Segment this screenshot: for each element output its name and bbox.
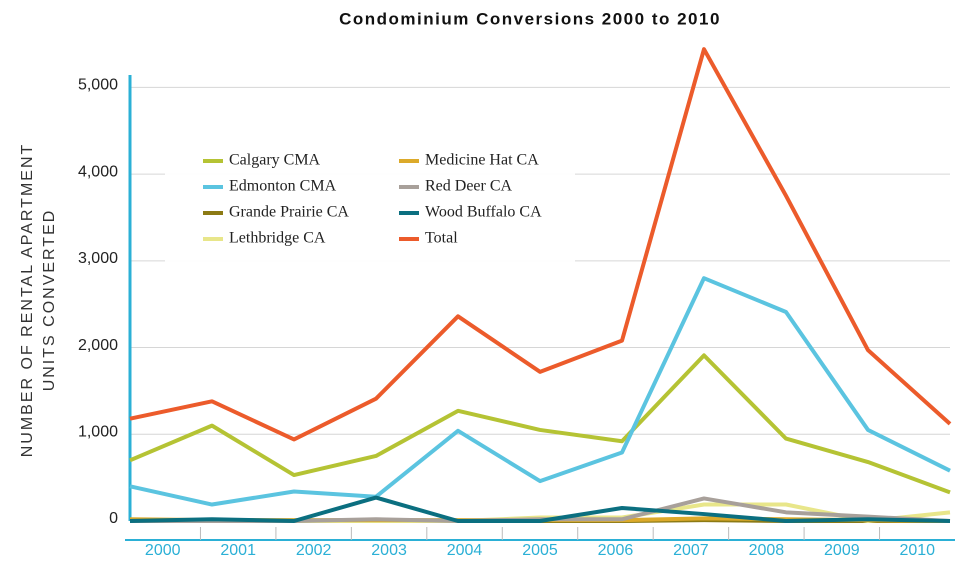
x-tick-label: 2003 [371, 542, 407, 559]
x-tick-label: 2000 [145, 542, 181, 559]
y-tick-label: 4,000 [78, 163, 118, 180]
x-tick-label: 2009 [824, 542, 860, 559]
x-tick-label: 2005 [522, 542, 558, 559]
series-line [129, 276, 951, 507]
y-axis-title: NUMBER OF RENTAL APARTMENT UNITS CONVERT… [19, 143, 58, 458]
chart-title: Condominium Conversions 2000 to 2010 [339, 9, 721, 28]
y-tick-label: 1,000 [78, 423, 118, 440]
x-tick-label: 2010 [899, 542, 935, 559]
x-tick-label: 2007 [673, 542, 709, 559]
x-tick-label: 2002 [296, 542, 332, 559]
legend-label: Edmonton CMA [229, 178, 337, 195]
y-tick-label: 2,000 [78, 337, 118, 354]
x-tick-label: 2006 [598, 542, 634, 559]
y-axis-title-line: NUMBER OF RENTAL APARTMENT [19, 143, 36, 458]
series-line [129, 353, 951, 495]
x-tick-label: 2008 [749, 542, 785, 559]
legend-label: Medicine Hat CA [425, 152, 539, 169]
y-tick-label: 5,000 [78, 77, 118, 94]
series-line [130, 496, 951, 523]
y-tick-label: 3,000 [78, 250, 118, 267]
legend-label: Calgary CMA [229, 152, 321, 169]
x-tick-label: 2004 [447, 542, 483, 559]
legend-label: Total [425, 230, 458, 247]
x-tick-label: 2001 [220, 542, 256, 559]
legend-label: Lethbridge CA [229, 230, 326, 247]
legend-label: Red Deer CA [425, 178, 513, 195]
legend-label: Wood Buffalo CA [425, 204, 542, 221]
series-line [129, 495, 951, 523]
series-line [129, 47, 952, 442]
legend-label: Grande Prairie CA [229, 204, 349, 221]
y-tick-label: 0 [109, 510, 118, 527]
y-axis-title-line: UNITS CONVERTED [41, 209, 58, 392]
legend-box [165, 135, 575, 263]
